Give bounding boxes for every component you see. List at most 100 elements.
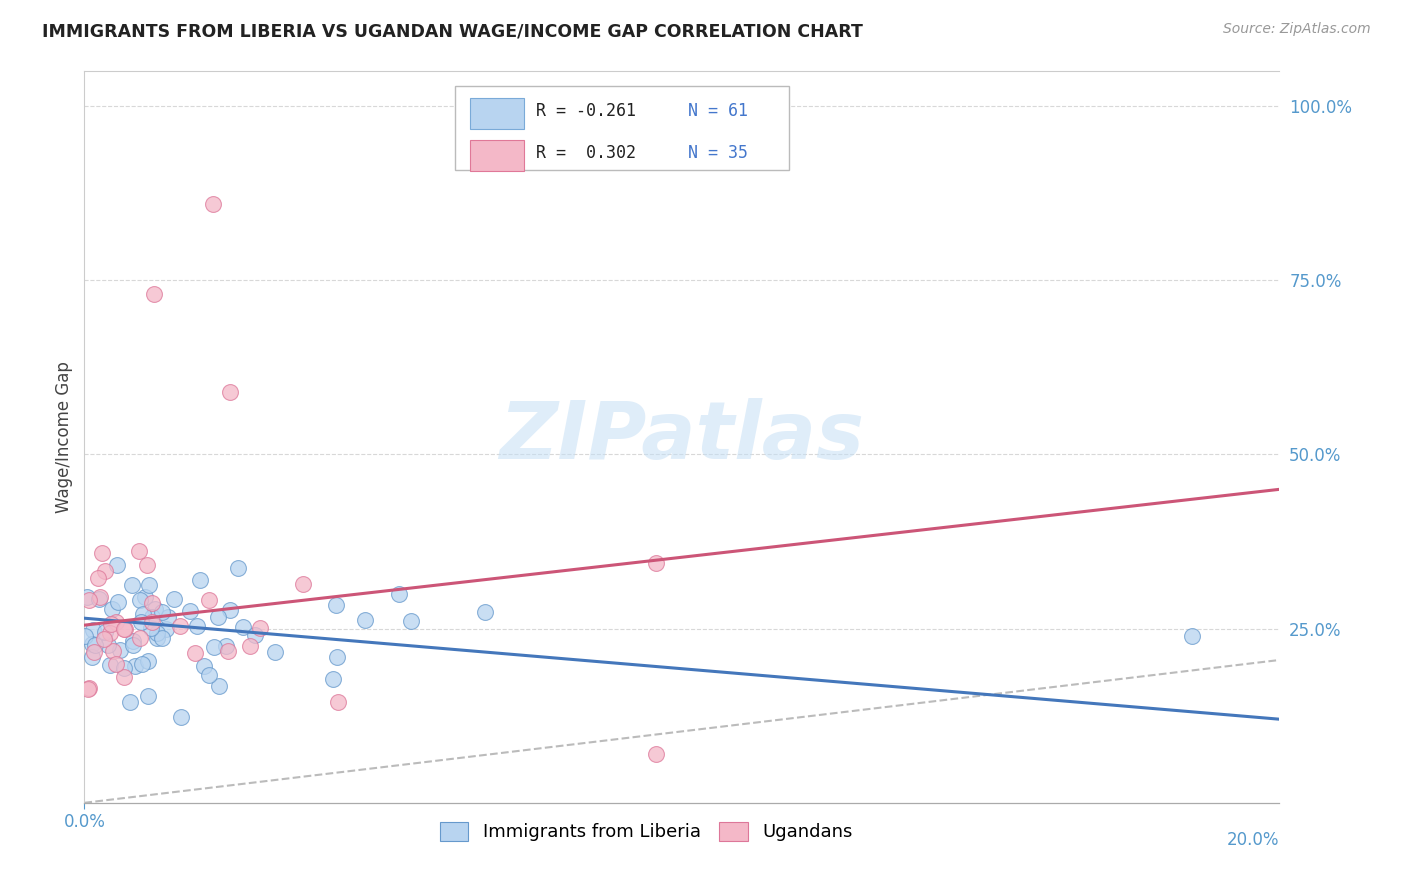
Point bbox=[100, 617, 122, 632]
Point bbox=[122, 633, 145, 648]
Point bbox=[112, 622, 135, 636]
Point bbox=[322, 673, 344, 687]
Point bbox=[128, 543, 150, 558]
Point bbox=[155, 622, 177, 636]
Point bbox=[82, 637, 104, 651]
Point bbox=[245, 627, 267, 641]
Point bbox=[399, 615, 422, 629]
Point bbox=[77, 681, 100, 696]
Point bbox=[131, 607, 153, 621]
Point bbox=[291, 577, 314, 591]
Y-axis label: Wage/Income Gap: Wage/Income Gap bbox=[55, 361, 73, 513]
Point bbox=[134, 590, 156, 604]
Point bbox=[156, 610, 179, 624]
Point bbox=[82, 624, 104, 638]
Point bbox=[239, 639, 262, 653]
Point bbox=[232, 620, 254, 634]
Point bbox=[388, 587, 411, 601]
Point bbox=[89, 592, 111, 607]
Point bbox=[94, 564, 117, 578]
Point bbox=[98, 657, 121, 672]
Point bbox=[105, 615, 128, 629]
Point bbox=[644, 556, 666, 570]
Point bbox=[186, 619, 208, 633]
Point bbox=[141, 610, 163, 624]
Point bbox=[80, 650, 103, 665]
Point bbox=[354, 613, 377, 627]
Point bbox=[150, 631, 173, 645]
Point bbox=[249, 621, 271, 635]
Point bbox=[112, 661, 135, 675]
Point bbox=[89, 590, 111, 604]
Point bbox=[98, 626, 121, 640]
Point bbox=[141, 615, 163, 630]
Point bbox=[146, 631, 169, 645]
Point bbox=[143, 602, 166, 616]
Point bbox=[474, 605, 496, 619]
Point bbox=[124, 659, 146, 673]
Point bbox=[143, 287, 166, 301]
Point bbox=[219, 603, 242, 617]
Point bbox=[76, 591, 98, 605]
Text: Source: ZipAtlas.com: Source: ZipAtlas.com bbox=[1223, 22, 1371, 37]
Point bbox=[201, 196, 224, 211]
Point bbox=[97, 638, 120, 652]
Point bbox=[226, 560, 249, 574]
Point bbox=[101, 644, 124, 658]
Point bbox=[101, 601, 124, 615]
Point bbox=[108, 643, 131, 657]
Point bbox=[325, 650, 347, 665]
FancyBboxPatch shape bbox=[471, 140, 524, 171]
Point bbox=[93, 632, 115, 646]
Text: N = 61: N = 61 bbox=[688, 102, 748, 120]
Point bbox=[644, 747, 666, 761]
Point bbox=[136, 690, 159, 704]
Point bbox=[198, 593, 221, 607]
Text: N = 35: N = 35 bbox=[688, 144, 748, 161]
Point bbox=[121, 578, 143, 592]
Point bbox=[169, 709, 191, 723]
Point bbox=[215, 639, 238, 653]
Point bbox=[325, 599, 347, 613]
Point bbox=[169, 619, 191, 633]
Point bbox=[190, 574, 212, 588]
Point bbox=[184, 646, 207, 660]
Point bbox=[83, 638, 105, 652]
Point bbox=[118, 695, 141, 709]
FancyBboxPatch shape bbox=[471, 98, 524, 129]
Point bbox=[112, 670, 135, 684]
Text: R =  0.302: R = 0.302 bbox=[536, 144, 636, 161]
Point bbox=[129, 615, 152, 629]
Point bbox=[1181, 629, 1204, 643]
Point bbox=[105, 657, 128, 671]
Point bbox=[150, 605, 173, 619]
Point bbox=[217, 643, 239, 657]
Point bbox=[107, 595, 129, 609]
Text: 20.0%: 20.0% bbox=[1227, 830, 1279, 848]
Point bbox=[73, 628, 96, 642]
Point bbox=[138, 578, 160, 592]
Point bbox=[208, 679, 231, 693]
Point bbox=[326, 695, 349, 709]
Legend: Immigrants from Liberia, Ugandans: Immigrants from Liberia, Ugandans bbox=[432, 814, 860, 848]
Text: IMMIGRANTS FROM LIBERIA VS UGANDAN WAGE/INCOME GAP CORRELATION CHART: IMMIGRANTS FROM LIBERIA VS UGANDAN WAGE/… bbox=[42, 22, 863, 40]
Point bbox=[131, 657, 153, 671]
FancyBboxPatch shape bbox=[456, 86, 790, 170]
Point bbox=[135, 558, 157, 572]
Point bbox=[193, 659, 215, 673]
Point bbox=[94, 624, 117, 639]
Point bbox=[83, 644, 105, 658]
Point bbox=[146, 626, 169, 640]
Point bbox=[202, 640, 225, 655]
Point bbox=[162, 592, 184, 607]
Text: R = -0.261: R = -0.261 bbox=[536, 102, 636, 120]
Point bbox=[90, 545, 112, 559]
Text: ZIPatlas: ZIPatlas bbox=[499, 398, 865, 476]
Point bbox=[122, 638, 145, 652]
Point bbox=[136, 654, 159, 668]
Point bbox=[105, 558, 128, 573]
Point bbox=[141, 596, 163, 610]
Point bbox=[179, 604, 201, 618]
Point bbox=[219, 384, 242, 399]
Point bbox=[86, 571, 108, 585]
